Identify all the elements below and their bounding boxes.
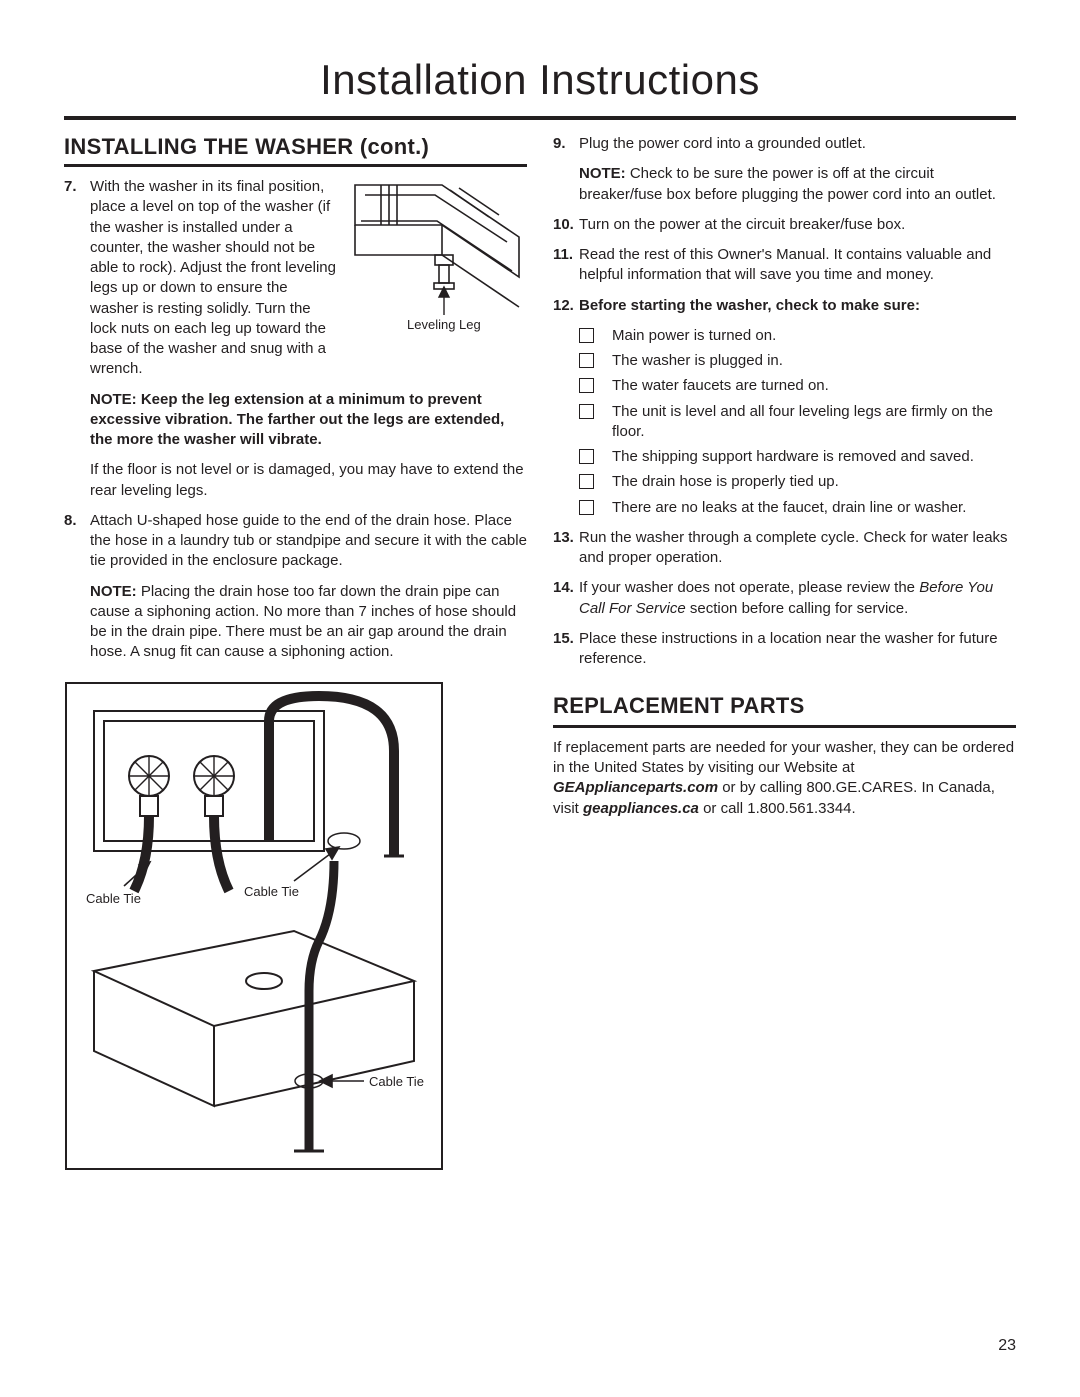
cable-tie-label-3: Cable Tie — [369, 1074, 424, 1089]
cable-tie-label-2: Cable Tie — [244, 884, 299, 899]
step-num: 9. — [553, 134, 579, 154]
checkbox-icon — [579, 328, 594, 343]
note-label: NOTE: — [90, 583, 137, 600]
step-15: 15.Place these instructions in a locatio… — [553, 629, 1016, 670]
step-13: 13.Run the washer through a complete cyc… — [553, 528, 1016, 569]
note-body: Placing the drain hose too far down the … — [90, 583, 516, 661]
step-12: 12.Before starting the washer, check to … — [553, 296, 1016, 316]
right-column: 9. Plug the power cord into a grounded o… — [553, 134, 1016, 1176]
check-item: The unit is level and all four leveling … — [579, 402, 1016, 443]
section-heading-installing: INSTALLING THE WASHER (cont.) — [64, 134, 527, 167]
section-heading-parts: REPLACEMENT PARTS — [553, 691, 1016, 728]
step-8: 8. Attach U-shaped hose guide to the end… — [64, 511, 527, 572]
step-text: Run the washer through a complete cycle.… — [579, 528, 1016, 569]
step-11: 11.Read the rest of this Owner's Manual.… — [553, 245, 1016, 286]
check-text: The shipping support hardware is removed… — [612, 447, 974, 467]
step-num: 13. — [553, 528, 579, 569]
step-text: Read the rest of this Owner's Manual. It… — [579, 245, 1016, 286]
check-text: The washer is plugged in. — [612, 351, 783, 371]
t: or call 1.800.561.3344. — [699, 800, 856, 817]
step-text: Place these instructions in a location n… — [579, 629, 1016, 670]
check-text: Main power is turned on. — [612, 326, 776, 346]
page-number: 23 — [998, 1337, 1016, 1355]
cable-tie-label-1: Cable Tie — [86, 891, 141, 906]
note-9: NOTE: Check to be sure the power is off … — [553, 164, 1016, 205]
leveling-leg-figure: Leveling Leg — [347, 177, 527, 337]
step-text: Turn on the power at the circuit breaker… — [579, 215, 1016, 235]
checkbox-icon — [579, 404, 594, 419]
step-num: 15. — [553, 629, 579, 670]
check-text: The water faucets are turned on. — [612, 376, 829, 396]
note-2: NOTE: Placing the drain hose too far dow… — [64, 582, 527, 663]
title-rule — [64, 116, 1016, 120]
step-7: 7. With the washer in its final position… — [64, 177, 339, 380]
t: section before calling for service. — [686, 600, 909, 617]
step-text: With the washer in its final position, p… — [90, 177, 339, 380]
step-10: 10.Turn on the power at the circuit brea… — [553, 215, 1016, 235]
checklist: Main power is turned on. The washer is p… — [579, 326, 1016, 518]
checkbox-icon — [579, 449, 594, 464]
step-num: 14. — [553, 578, 579, 619]
para-floor: If the floor is not level or is damaged,… — [64, 460, 527, 501]
step-14: 14.If your washer does not operate, plea… — [553, 578, 1016, 619]
t: geappliances.ca — [583, 800, 699, 817]
step-text: Attach U-shaped hose guide to the end of… — [90, 511, 527, 572]
check-item: The shipping support hardware is removed… — [579, 447, 1016, 467]
leveling-caption: Leveling Leg — [407, 317, 481, 332]
t: If your washer does not operate, please … — [579, 579, 919, 596]
check-item: The washer is plugged in. — [579, 351, 1016, 371]
step-text: Before starting the washer, check to mak… — [579, 296, 1016, 316]
check-text: There are no leaks at the faucet, drain … — [612, 498, 966, 518]
step-9: 9. Plug the power cord into a grounded o… — [553, 134, 1016, 154]
page-title: Installation Instructions — [64, 56, 1016, 104]
step-text: Plug the power cord into a grounded outl… — [579, 134, 1016, 154]
check-item: The water faucets are turned on. — [579, 376, 1016, 396]
check-text: The unit is level and all four leveling … — [612, 402, 1016, 443]
checkbox-icon — [579, 353, 594, 368]
step-num: 12. — [553, 296, 579, 316]
check-item: Main power is turned on. — [579, 326, 1016, 346]
step-num: 8. — [64, 511, 90, 572]
t: GEApplianceparts.com — [553, 779, 718, 796]
t: If replacement parts are needed for your… — [553, 739, 1014, 776]
note-label: NOTE: — [579, 165, 626, 182]
parts-paragraph: If replacement parts are needed for your… — [553, 738, 1016, 819]
check-item: The drain hose is properly tied up. — [579, 472, 1016, 492]
check-text: The drain hose is properly tied up. — [612, 472, 839, 492]
note-body: Check to be sure the power is off at the… — [579, 165, 996, 202]
step-num: 11. — [553, 245, 579, 286]
hose-figure: Cable Tie Cable Tie — [64, 681, 444, 1171]
check-item: There are no leaks at the faucet, drain … — [579, 498, 1016, 518]
note-1: NOTE: Keep the leg extension at a minimu… — [64, 390, 527, 451]
step-text: If your washer does not operate, please … — [579, 578, 1016, 619]
checkbox-icon — [579, 474, 594, 489]
checkbox-icon — [579, 378, 594, 393]
step-num: 10. — [553, 215, 579, 235]
left-column: INSTALLING THE WASHER (cont.) — [64, 134, 527, 1176]
step-num: 7. — [64, 177, 90, 380]
checkbox-icon — [579, 500, 594, 515]
